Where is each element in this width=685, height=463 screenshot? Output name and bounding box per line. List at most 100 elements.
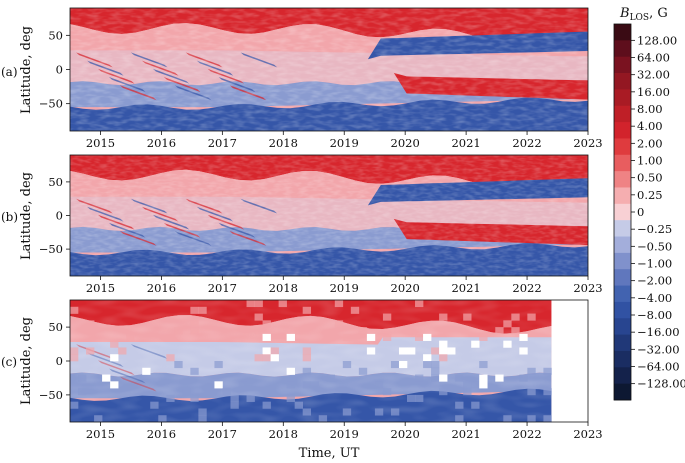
- panel-label-b: (b): [1, 210, 18, 224]
- panel-label-a: (a): [1, 65, 18, 79]
- missing-cell: [110, 381, 119, 389]
- colorbar-label: 8.00: [637, 102, 663, 116]
- grid-cell: [342, 333, 352, 341]
- grid-cell: [190, 394, 199, 402]
- grid-cell: [479, 361, 488, 369]
- grid-cell: [527, 313, 536, 321]
- x-tick-label: 2021: [451, 281, 480, 295]
- grid-cell: [302, 354, 312, 362]
- grid-cell: [302, 306, 312, 314]
- x-tick-label: 2018: [269, 136, 298, 150]
- colorbar-cell: [614, 367, 631, 385]
- x-tick-label: 2016: [147, 136, 176, 150]
- x-tick-label: 2016: [147, 427, 176, 441]
- colorbar: BLOS, G 128.00 64.00 32.00 16.00 8.00 4.00 2.0…: [613, 6, 685, 401]
- grid-cell: [415, 374, 424, 382]
- colorbar-cell: [614, 105, 631, 123]
- colorbar-cell: [614, 203, 631, 221]
- grid-cell: [182, 388, 191, 396]
- grid-cell: [254, 327, 263, 335]
- grid-cell: [543, 388, 552, 396]
- grid-cell: [230, 401, 239, 409]
- x-tick-label: 2019: [330, 427, 359, 441]
- grid-cell: [374, 381, 384, 389]
- grid-cell: [190, 306, 199, 314]
- colorbar-label: −8.00: [637, 308, 672, 322]
- grid-cell: [382, 333, 392, 341]
- colorbar-label: 128.00: [637, 33, 677, 47]
- colorbar-label: −16.00: [637, 325, 680, 339]
- grid-cell: [543, 367, 552, 375]
- missing-cell: [262, 347, 271, 355]
- x-tick-label: 2022: [512, 281, 541, 295]
- grid-cell: [302, 367, 312, 375]
- colorbar-cell: [614, 301, 631, 319]
- x-tick-label: 2015: [86, 281, 115, 295]
- x-tick-label: 2019: [330, 281, 359, 295]
- grid-cell: [254, 300, 263, 308]
- grid-cell: [214, 361, 223, 369]
- grid-cell: [342, 361, 352, 369]
- grid-cell: [431, 367, 440, 375]
- x-ticks-a: 2015 2016 2017 2018 2019 2020 2021 2022 2023: [86, 131, 603, 150]
- missing-cell: [439, 374, 448, 382]
- missing-cell: [214, 381, 223, 389]
- missing-cell: [519, 347, 528, 355]
- colorbar-cell: [614, 56, 631, 74]
- missing-cell: [262, 333, 271, 341]
- panel-label-c: (c): [1, 355, 17, 369]
- grid-cell: [463, 313, 472, 321]
- grid-cell: [431, 347, 440, 355]
- colorbar-label: 2.00: [637, 136, 663, 150]
- grid-cell: [246, 300, 255, 308]
- missing-cell: [439, 347, 448, 355]
- grid-cell: [439, 313, 448, 321]
- x-tick-label: 2018: [269, 427, 298, 441]
- y-axis-label-b: Latitude, deg: [19, 172, 34, 260]
- grid-cell: [527, 388, 536, 396]
- grid-cell: [471, 381, 480, 389]
- heatmap-b: [70, 155, 588, 276]
- grid-cell: [166, 394, 175, 402]
- grid-cell: [278, 300, 287, 308]
- grid-cell: [302, 381, 312, 389]
- grid-cell: [527, 367, 536, 375]
- missing-cell: [423, 333, 432, 341]
- y-tick-label: 50: [48, 175, 63, 189]
- colorbar-cell: [614, 187, 631, 205]
- colorbar-label: −1.00: [637, 256, 672, 270]
- grid-cell: [190, 320, 199, 328]
- grid-cell: [463, 388, 472, 396]
- colorbar-label: −4.00: [637, 291, 672, 305]
- grid-cell: [431, 374, 440, 382]
- missing-cell: [398, 361, 408, 369]
- colorbar-label: −2.00: [637, 274, 672, 288]
- colorbar-cell: [614, 220, 631, 237]
- y-tick-label: 0: [56, 209, 63, 223]
- grid-cell: [511, 313, 520, 321]
- grid-cell: [479, 333, 488, 341]
- grid-cell: [190, 327, 199, 335]
- grid-cell: [358, 327, 368, 335]
- colorbar-label: 1.00: [637, 154, 663, 168]
- y-tick-label: −50: [39, 97, 63, 111]
- heat-texture: [70, 155, 588, 276]
- grid-cell: [286, 381, 295, 389]
- grid-cell: [150, 401, 159, 409]
- grid-cell: [254, 313, 263, 321]
- x-tick-label: 2020: [391, 136, 420, 150]
- x-ticks-b: 2015 2016 2017 2018 2019 2020 2021 2022 2023: [86, 276, 603, 295]
- grid-cell: [374, 408, 384, 416]
- y-tick-label: −50: [39, 388, 63, 402]
- panel-a: 2015 2016 2017 2018 2019 2020 2021 2022 2023 50 0…: [1, 7, 603, 150]
- colorbar-cell: [614, 350, 631, 368]
- grid-cell: [262, 354, 271, 362]
- missing-cell: [142, 367, 151, 375]
- colorbar-cell: [614, 73, 631, 90]
- y-tick-label: 0: [56, 354, 63, 368]
- x-tick-label: 2015: [86, 136, 115, 150]
- colorbar-label: 16.00: [637, 85, 670, 99]
- grid-cell: [78, 374, 87, 382]
- missing-cell: [471, 340, 480, 348]
- x-tick-label: 2023: [573, 427, 602, 441]
